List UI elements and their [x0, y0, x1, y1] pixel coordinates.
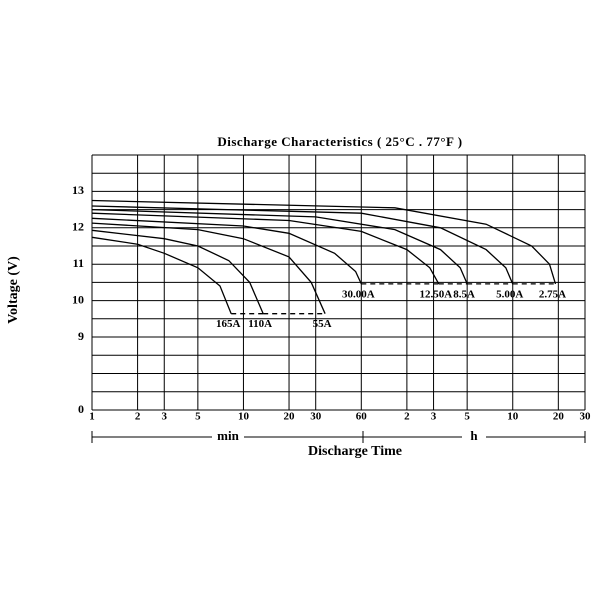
y-tick-label: 9 [78, 329, 84, 343]
y-tick-label: 12 [72, 220, 84, 234]
series-line [91, 217, 362, 285]
x-tick-label: 30 [580, 411, 592, 423]
series-label: 165A [216, 318, 241, 330]
x-axis-label: Discharge Time [308, 444, 402, 459]
x-tick-label: 3 [162, 411, 168, 423]
series-label: 110A [248, 318, 272, 330]
x-tick-label: 5 [195, 411, 201, 423]
series-label: 8.5A [453, 288, 475, 300]
series-line [91, 208, 468, 285]
chart-title: Discharge Characteristics ( 25°C . 77°F … [217, 134, 462, 149]
time-bracket [91, 431, 586, 443]
x-tick-label: 5 [464, 411, 470, 423]
x-tick-label: 10 [238, 411, 250, 423]
x-tick-label: 10 [507, 411, 519, 423]
x-tick-label: 3 [431, 411, 437, 423]
series-line [91, 222, 326, 314]
x-tick-label: 2 [404, 411, 410, 423]
series-line [91, 205, 514, 285]
y-axis-label: Voltage (V) [6, 256, 21, 324]
series-label: 12.50A [419, 288, 452, 300]
x-tick-label: 30 [310, 411, 322, 423]
series-line [91, 236, 232, 314]
series-label: 2.75A [539, 288, 566, 300]
y-tick-label: 0 [78, 402, 84, 416]
series-line [91, 199, 557, 285]
series-label: 5.00A [496, 288, 523, 300]
x-tick-label: 2 [135, 411, 141, 423]
x-tick-label: 60 [356, 411, 368, 423]
series-label: 55A [313, 318, 332, 330]
y-tick-label: 11 [73, 256, 84, 270]
series-label: 30.00A [342, 288, 375, 300]
y-tick-label: 13 [72, 183, 84, 197]
x-unit-label: h [470, 428, 478, 443]
x-unit-label: min [217, 428, 239, 443]
series-line [91, 212, 440, 285]
x-tick-label: 20 [553, 411, 565, 423]
series-line [91, 229, 264, 314]
x-tick-label: 20 [284, 411, 296, 423]
x-tick-label: 1 [89, 411, 95, 423]
y-tick-label: 10 [72, 292, 84, 306]
